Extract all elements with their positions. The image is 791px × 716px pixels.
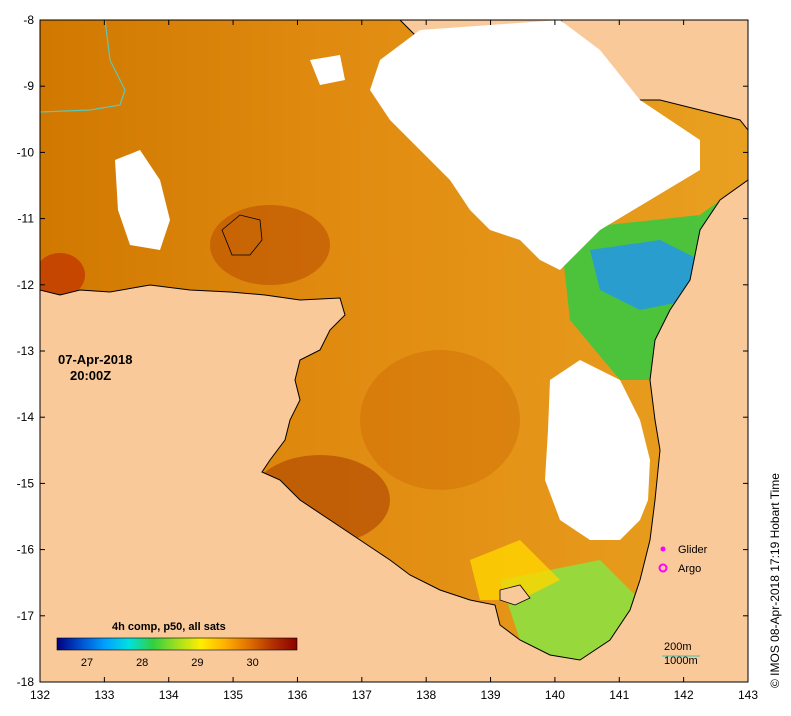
contour-200m-line [40, 20, 126, 113]
colorbar-tick-label: 29 [191, 657, 203, 669]
lat-tick-label: -8 [23, 13, 34, 27]
lat-tick-label: -18 [17, 675, 35, 689]
lon-tick-label: 132 [30, 688, 50, 702]
cloud-gulf-east [545, 360, 650, 540]
time-label: 20:00Z [70, 368, 111, 383]
argo-legend-label: Argo [678, 563, 701, 575]
warm-patch-central [360, 350, 520, 490]
date-label: 07-Apr-2018 [58, 352, 132, 367]
land-arnhem-land [40, 179, 748, 682]
longitude-axis: 132 133 134 135 136 137 138 139 140 141 142 143 [30, 20, 758, 702]
depth-1000m-label: 1000m [664, 655, 698, 667]
lat-tick-label: -11 [18, 212, 35, 226]
cloud-gulf-north [370, 20, 700, 270]
lon-tick-label: 143 [738, 688, 758, 702]
lat-tick-label: -16 [17, 543, 35, 557]
lat-tick-label: -14 [17, 410, 35, 424]
lat-tick-label: -9 [23, 79, 34, 93]
glider-marker-icon [660, 546, 666, 552]
colorbar: 4h comp, p50, all sats 27 28 29 30 [56, 621, 298, 669]
platform-legend: Glider Argo [658, 544, 708, 575]
glider-legend-label: Glider [678, 544, 708, 556]
lon-tick-label: 139 [481, 688, 501, 702]
lon-tick-label: 137 [352, 688, 372, 702]
lon-tick-label: 138 [416, 688, 436, 702]
lon-tick-label: 134 [159, 688, 179, 702]
lat-tick-label: -17 [17, 609, 35, 623]
land-groote-eylandt [221, 214, 263, 256]
warm-core-west [40, 253, 85, 297]
colorbar-title: 4h comp, p50, all sats [112, 621, 226, 633]
colorbar-tick-label: 28 [136, 657, 148, 669]
map-layers [40, 20, 748, 682]
lon-tick-label: 142 [674, 688, 694, 702]
credit-label: © IMOS 08-Apr-2018 17:19 Hobart Time [768, 473, 782, 688]
cloud-west [115, 150, 170, 250]
warm-yellow-fringe [470, 540, 560, 600]
cool-zone-blue [590, 240, 700, 310]
lat-tick-label: -13 [17, 344, 35, 358]
lat-tick-label: -10 [17, 145, 35, 159]
lon-tick-label: 140 [545, 688, 565, 702]
colorbar-ramp [56, 637, 298, 651]
warm-core-north [210, 205, 330, 285]
depth-200m-label: 200m [664, 641, 692, 653]
lon-tick-label: 133 [94, 688, 114, 702]
lon-tick-label: 141 [609, 688, 629, 702]
lat-tick-label: -15 [17, 476, 35, 490]
colorbar-tick-label: 30 [246, 657, 258, 669]
cloud-north-small [310, 55, 345, 85]
depth-legend: 200m 1000m [662, 641, 700, 667]
colorbar-tick-label: 27 [81, 657, 93, 669]
lon-tick-label: 135 [223, 688, 243, 702]
colorbar-ticks: 27 28 29 30 [81, 657, 259, 669]
latitude-axis: -8 -9 -10 -11 -12 -13 -14 -15 -16 -17 -18 [17, 13, 748, 689]
lat-tick-label: -12 [17, 278, 35, 292]
argo-marker-icon [658, 563, 668, 573]
land-mornington-island [499, 584, 531, 606]
lon-tick-label: 136 [287, 688, 307, 702]
